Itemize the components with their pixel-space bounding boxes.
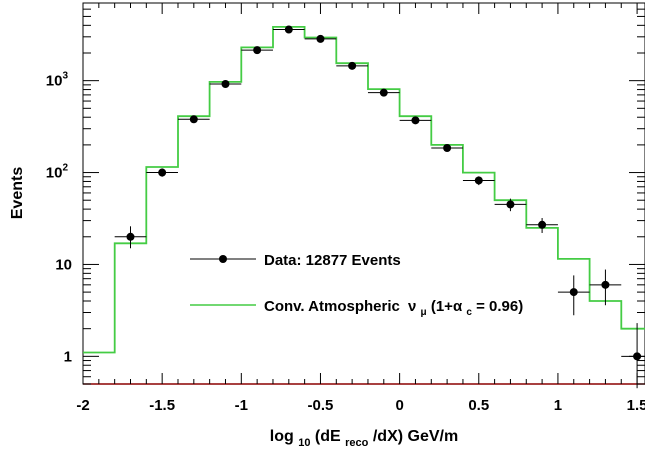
data-point [336, 61, 368, 70]
histogram-mc-series [83, 26, 645, 354]
y-axis-ticks: 1 10 102 103 [46, 2, 645, 385]
data-point [462, 176, 495, 186]
data-point [241, 46, 273, 55]
data-point [367, 88, 400, 97]
data-point-marker [126, 232, 135, 241]
x-axis-title-mid: (dE [315, 428, 341, 445]
legend: Data: 12877 Events Conv. Atmospheric ν μ… [190, 252, 523, 319]
data-point [526, 218, 558, 233]
x-tick-label: 0.5 [468, 397, 489, 414]
x-axis-title-main: log [270, 428, 294, 445]
data-point-marker [189, 115, 198, 124]
y-tick-label: 1 [64, 348, 72, 365]
data-point-marker [538, 220, 547, 229]
x-tick-label: -0.5 [308, 397, 334, 414]
data-point-marker [284, 25, 293, 34]
x-axis-title: log 10 (dE reco /dX) GeV/m [270, 428, 458, 450]
data-point [589, 269, 622, 306]
legend-data-marker [219, 255, 227, 263]
y-axis-title: Events [9, 167, 26, 220]
y-tick-label: 102 [46, 163, 69, 182]
x-tick-label: 1.5 [627, 397, 645, 414]
histogram-layer [83, 26, 645, 354]
data-point-marker [443, 144, 452, 153]
x-axis-title-sub1: 10 [298, 437, 310, 449]
legend-mc-suffix-b: = 0.96) [476, 298, 523, 315]
data-point-marker [474, 176, 483, 185]
data-point [431, 144, 463, 153]
data-points-layer [114, 25, 645, 389]
data-point [177, 115, 210, 124]
data-point [621, 323, 645, 389]
legend-mc-suffix-sub: c [466, 307, 472, 318]
data-point-marker [316, 34, 325, 43]
data-point-marker [569, 288, 578, 297]
data-point [399, 116, 432, 125]
legend-mc-symbol: ν [408, 298, 416, 315]
x-tick-label: 0 [395, 397, 403, 414]
data-point-marker [506, 200, 515, 209]
y-tick-label: 103 [46, 71, 69, 90]
x-axis-title-sub2: reco [345, 437, 369, 449]
x-axis-title-end: /dX) GeV/m [373, 428, 458, 445]
data-point [272, 25, 305, 34]
plot-frame [82, 2, 645, 385]
data-point [304, 34, 337, 43]
legend-mc-symbol-sub: μ [421, 307, 427, 318]
data-point-marker [411, 116, 420, 125]
x-axis-ticks: -2 -1.5 -1 -0.5 0 0.5 1 1.5 [76, 3, 645, 414]
data-point-marker [379, 88, 388, 97]
data-point-marker [348, 61, 357, 70]
data-point-marker [221, 79, 230, 88]
data-point-marker [633, 352, 642, 361]
data-point [114, 226, 147, 249]
x-tick-label: -2 [76, 397, 89, 414]
legend-mc-name: Conv. Atmospheric [264, 298, 400, 315]
legend-mc-suffix-a: (1+α [431, 298, 463, 315]
data-point [494, 198, 527, 212]
x-tick-label: 1 [554, 397, 562, 414]
x-tick-label: -1.5 [149, 397, 175, 414]
y-tick-label: 10 [55, 256, 72, 273]
data-point-marker [253, 46, 262, 55]
data-point [146, 168, 178, 177]
legend-mc-label: Conv. Atmospheric ν μ (1+α c = 0.96) [264, 298, 523, 319]
legend-data-label: Data: 12877 Events [264, 252, 401, 269]
data-point-marker [601, 280, 610, 289]
data-point [557, 275, 590, 316]
data-point [209, 79, 242, 88]
x-tick-label: -1 [235, 397, 248, 414]
data-point-marker [158, 168, 167, 177]
